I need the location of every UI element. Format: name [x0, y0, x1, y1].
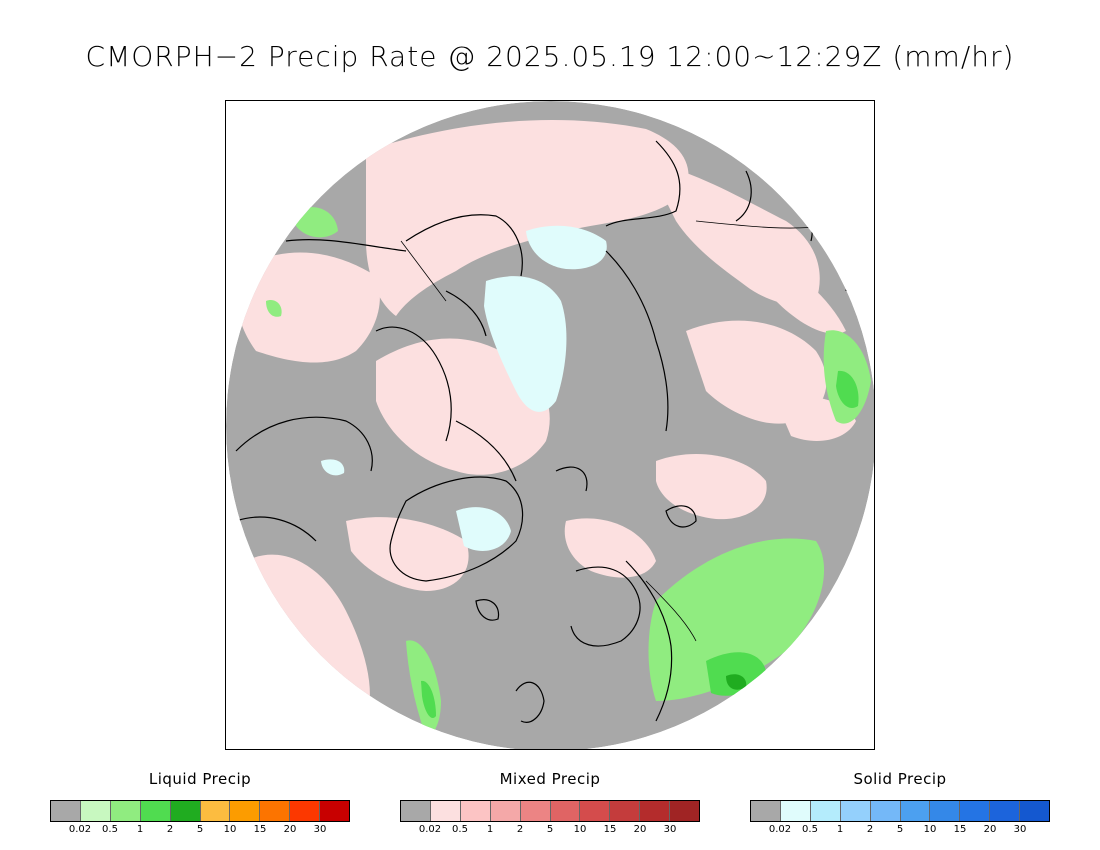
legend-tick-label: 0.5 [802, 824, 818, 835]
legend-color-cell [140, 801, 171, 821]
legend-color-cell [51, 801, 81, 821]
legend-color-cell [780, 801, 811, 821]
legend-color-cell [290, 801, 321, 821]
legend-liquid-ticks: 0.02 0.5 1 2 5 10 15 20 30 [50, 822, 350, 836]
legend-tick-label: 1 [486, 824, 494, 835]
legend-color-cell [230, 801, 261, 821]
legend-tick-label: 0.02 [68, 824, 92, 835]
legend-tick-label: 30 [1013, 824, 1027, 835]
legend-tick-label: 1 [836, 824, 844, 835]
legend-liquid-bar [50, 800, 350, 822]
legend-mixed-bar [400, 800, 700, 822]
liquid-precip-layer [266, 207, 871, 735]
legend-color-cell [200, 801, 231, 821]
precip-map-svg [226, 101, 874, 749]
legend-liquid-title: Liquid Precip [148, 770, 252, 788]
legend-liquid: Liquid Precip 0.02 0.5 1 2 5 10 15 20 30 [50, 770, 350, 836]
coastlines [235, 140, 849, 723]
legend-color-cell [260, 801, 291, 821]
polar-map [225, 100, 875, 750]
legend-color-cell [430, 801, 461, 821]
legend-color-cell [670, 801, 700, 821]
legend-tick-label: 15 [953, 824, 967, 835]
legend-tick-label: 2 [866, 824, 874, 835]
legend-color-cell [80, 801, 111, 821]
legend-tick-label: 20 [983, 824, 997, 835]
legend-tick-label: 10 [923, 824, 937, 835]
legend-color-cell [610, 801, 641, 821]
legend-tick-label: 20 [283, 824, 297, 835]
legend-color-cell [960, 801, 991, 821]
legend-color-cell [520, 801, 551, 821]
legend-solid-bar [750, 800, 1050, 822]
legend-tick-label: 15 [603, 824, 617, 835]
legend-color-cell [810, 801, 841, 821]
legend-color-cell [110, 801, 141, 821]
legend-tick-label: 2 [166, 824, 174, 835]
legend-tick-label: 1 [136, 824, 144, 835]
legend-solid-ticks: 0.02 0.5 1 2 5 10 15 20 30 [750, 822, 1050, 836]
legend-solid: Solid Precip 0.02 0.5 1 2 5 10 15 20 30 [750, 770, 1050, 836]
legend-tick-label: 15 [253, 824, 267, 835]
legend-tick-label: 0.02 [768, 824, 792, 835]
legend-tick-label: 30 [313, 824, 327, 835]
legend-tick-label: 5 [546, 824, 554, 835]
legend-mixed: Mixed Precip 0.02 0.5 1 2 5 10 15 20 30 [400, 770, 700, 836]
legend-color-cell [1020, 801, 1050, 821]
legend-mixed-title: Mixed Precip [499, 770, 601, 788]
legend-color-cell [751, 801, 781, 821]
solid-precip-layer [321, 225, 607, 551]
legend-tick-label: 10 [573, 824, 587, 835]
legend-tick-label: 5 [896, 824, 904, 835]
legend-color-cell [550, 801, 581, 821]
legend-color-cell [460, 801, 491, 821]
legend-solid-title: Solid Precip [853, 770, 947, 788]
map-title: CMORPH−2 Precip Rate @ 2025.05.19 12:00~… [85, 40, 1015, 73]
legend-color-cell [840, 801, 871, 821]
legend-color-cell [990, 801, 1021, 821]
legend-color-cell [900, 801, 931, 821]
legend-tick-label: 5 [196, 824, 204, 835]
legend-tick-label: 30 [663, 824, 677, 835]
legend-tick-label: 10 [223, 824, 237, 835]
legend-mixed-ticks: 0.02 0.5 1 2 5 10 15 20 30 [400, 822, 700, 836]
legend-color-cell [320, 801, 350, 821]
legend-tick-label: 0.5 [102, 824, 118, 835]
legend-tick-label: 0.02 [418, 824, 442, 835]
legend-color-cell [580, 801, 611, 821]
legend-tick-label: 20 [633, 824, 647, 835]
legend-color-cell [930, 801, 961, 821]
legend-color-cell [170, 801, 201, 821]
legend-color-cell [640, 801, 671, 821]
legend-tick-label: 2 [516, 824, 524, 835]
legend-tick-label: 0.5 [452, 824, 468, 835]
legend-color-cell [490, 801, 521, 821]
legend-color-cell [401, 801, 431, 821]
legend-color-cell [870, 801, 901, 821]
